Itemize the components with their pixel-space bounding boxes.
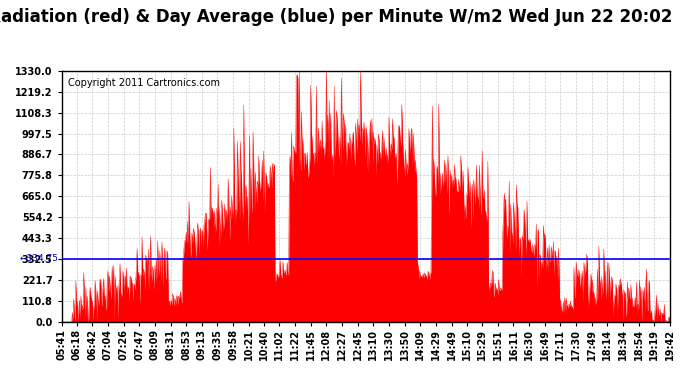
Text: Solar Radiation (red) & Day Average (blue) per Minute W/m2 Wed Jun 22 20:02: Solar Radiation (red) & Day Average (blu… — [0, 8, 673, 26]
Text: ←334.75: ←334.75 — [19, 254, 59, 263]
Text: Copyright 2011 Cartronics.com: Copyright 2011 Cartronics.com — [68, 78, 219, 88]
